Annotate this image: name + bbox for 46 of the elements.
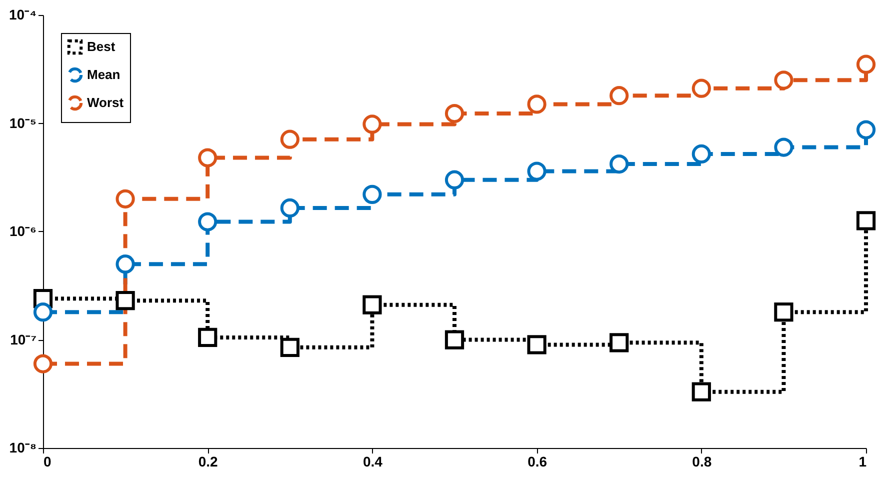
point <box>610 154 629 174</box>
point <box>527 335 546 354</box>
y-tick-label: 10⁻⁵ <box>9 114 36 131</box>
y-tick-label: 10⁻⁴ <box>9 6 37 22</box>
point <box>198 328 218 348</box>
point <box>856 120 876 140</box>
x-tick-label: 0.4 <box>362 454 383 470</box>
legend-label: Mean <box>87 67 120 82</box>
point <box>692 78 711 98</box>
y-tick-label: 10⁻⁶ <box>9 223 36 239</box>
point <box>280 338 300 357</box>
point <box>116 189 135 208</box>
legend-label: Best <box>87 39 116 54</box>
point <box>280 130 300 149</box>
point <box>198 148 218 168</box>
point <box>116 291 135 310</box>
x-tick-label: 0.6 <box>528 454 548 470</box>
y-tick-label: 10⁻⁸ <box>9 440 36 456</box>
point <box>692 144 711 164</box>
x-tick-label: 0.2 <box>198 454 218 470</box>
point <box>527 162 546 181</box>
point <box>362 114 382 134</box>
point <box>280 198 300 218</box>
point <box>444 170 464 190</box>
point <box>774 70 794 90</box>
x-tick-label: 0.8 <box>692 454 712 470</box>
point <box>774 138 794 157</box>
point <box>198 212 218 232</box>
point <box>362 184 382 204</box>
x-tick-label: 0 <box>44 454 52 470</box>
point <box>610 333 629 352</box>
point <box>856 54 876 74</box>
point <box>362 295 382 314</box>
point <box>116 254 135 274</box>
point <box>774 302 794 322</box>
legend-label: Worst <box>87 95 124 110</box>
point <box>33 302 53 322</box>
y-tick-label: 10⁻⁷ <box>10 331 37 348</box>
point <box>856 211 876 230</box>
point <box>692 382 711 402</box>
point <box>610 86 629 106</box>
point <box>33 354 53 374</box>
x-tick-label: 1 <box>858 454 867 470</box>
point <box>444 330 464 350</box>
point <box>444 104 464 124</box>
point <box>527 94 546 114</box>
